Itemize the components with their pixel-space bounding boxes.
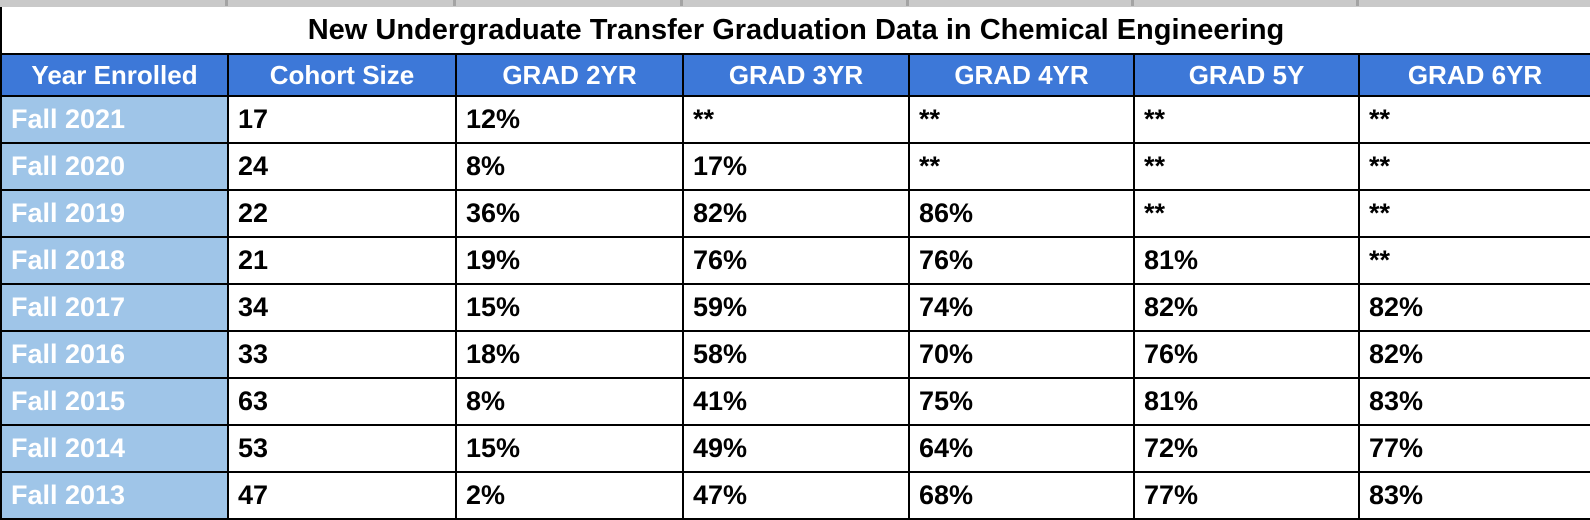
- grid-divider: [453, 0, 456, 6]
- data-cell[interactable]: 19%: [455, 236, 684, 285]
- table-row-fall-2020: Fall 2020 24 8% 17% ** ** **: [0, 142, 1590, 191]
- table-row-fall-2016: Fall 2016 33 18% 58% 70% 76% 82%: [0, 330, 1590, 379]
- data-cell[interactable]: **: [1358, 236, 1590, 285]
- data-cell[interactable]: 86%: [908, 189, 1135, 238]
- row-header-cell[interactable]: Fall 2021: [0, 95, 229, 144]
- col-header-cohort-size[interactable]: Cohort Size: [227, 53, 457, 97]
- data-cell[interactable]: 47: [227, 471, 457, 520]
- col-header-grad-5y[interactable]: GRAD 5Y: [1133, 53, 1360, 97]
- data-cell[interactable]: **: [1358, 95, 1590, 144]
- table-row-fall-2019: Fall 2019 22 36% 82% 86% ** **: [0, 189, 1590, 238]
- table-row-fall-2018: Fall 2018 21 19% 76% 76% 81% **: [0, 236, 1590, 285]
- data-cell[interactable]: **: [1133, 189, 1360, 238]
- data-cell[interactable]: 58%: [682, 330, 910, 379]
- data-cell[interactable]: 77%: [1133, 471, 1360, 520]
- data-cell[interactable]: 15%: [455, 424, 684, 473]
- table-row-fall-2013: Fall 2013 47 2% 47% 68% 77% 83%: [0, 471, 1590, 520]
- table-row-fall-2017: Fall 2017 34 15% 59% 74% 82% 82%: [0, 283, 1590, 332]
- data-cell[interactable]: **: [1358, 142, 1590, 191]
- graduation-data-table: New Undergraduate Transfer Graduation Da…: [0, 7, 1590, 520]
- data-cell[interactable]: 74%: [908, 283, 1135, 332]
- data-cell[interactable]: 36%: [455, 189, 684, 238]
- data-cell[interactable]: 59%: [682, 283, 910, 332]
- row-header-cell[interactable]: Fall 2017: [0, 283, 229, 332]
- grid-divider: [1356, 0, 1359, 6]
- data-cell[interactable]: 64%: [908, 424, 1135, 473]
- row-header-cell[interactable]: Fall 2016: [0, 330, 229, 379]
- data-cell[interactable]: 63: [227, 377, 457, 426]
- data-cell[interactable]: 15%: [455, 283, 684, 332]
- data-cell[interactable]: 8%: [455, 377, 684, 426]
- grid-divider: [1131, 0, 1134, 6]
- data-cell[interactable]: 24: [227, 142, 457, 191]
- col-header-year-enrolled[interactable]: Year Enrolled: [0, 53, 229, 97]
- col-header-grad-2yr[interactable]: GRAD 2YR: [455, 53, 684, 97]
- data-cell[interactable]: 82%: [1133, 283, 1360, 332]
- data-cell[interactable]: 18%: [455, 330, 684, 379]
- data-cell[interactable]: 76%: [1133, 330, 1360, 379]
- data-cell[interactable]: **: [908, 142, 1135, 191]
- data-cell[interactable]: 49%: [682, 424, 910, 473]
- data-cell[interactable]: 17: [227, 95, 457, 144]
- data-cell[interactable]: 82%: [682, 189, 910, 238]
- data-cell[interactable]: 70%: [908, 330, 1135, 379]
- partial-row-above-table: [0, 0, 1590, 7]
- data-cell[interactable]: 8%: [455, 142, 684, 191]
- data-cell[interactable]: **: [1358, 189, 1590, 238]
- grid-divider: [225, 0, 228, 6]
- data-cell[interactable]: 75%: [908, 377, 1135, 426]
- row-header-cell[interactable]: Fall 2018: [0, 236, 229, 285]
- grid-divider: [680, 0, 683, 6]
- column-header-row: Year Enrolled Cohort Size GRAD 2YR GRAD …: [0, 53, 1590, 97]
- row-header-cell[interactable]: Fall 2014: [0, 424, 229, 473]
- data-cell[interactable]: 41%: [682, 377, 910, 426]
- data-cell[interactable]: 53: [227, 424, 457, 473]
- data-cell[interactable]: 12%: [455, 95, 684, 144]
- data-cell[interactable]: **: [1133, 142, 1360, 191]
- data-cell[interactable]: 82%: [1358, 330, 1590, 379]
- data-cell[interactable]: 76%: [908, 236, 1135, 285]
- data-cell[interactable]: 83%: [1358, 471, 1590, 520]
- data-cell[interactable]: 68%: [908, 471, 1135, 520]
- col-header-grad-3yr[interactable]: GRAD 3YR: [682, 53, 910, 97]
- data-cell[interactable]: 22: [227, 189, 457, 238]
- grid-divider: [906, 0, 909, 6]
- table-row-fall-2014: Fall 2014 53 15% 49% 64% 72% 77%: [0, 424, 1590, 473]
- data-cell[interactable]: 34: [227, 283, 457, 332]
- data-cell[interactable]: 2%: [455, 471, 684, 520]
- data-cell[interactable]: **: [1133, 95, 1360, 144]
- data-cell[interactable]: 83%: [1358, 377, 1590, 426]
- table-row-fall-2015: Fall 2015 63 8% 41% 75% 81% 83%: [0, 377, 1590, 426]
- data-cell[interactable]: 33: [227, 330, 457, 379]
- table-row-fall-2021: Fall 2021 17 12% ** ** ** **: [0, 95, 1590, 144]
- data-cell[interactable]: **: [682, 95, 910, 144]
- row-header-cell[interactable]: Fall 2020: [0, 142, 229, 191]
- data-cell[interactable]: 81%: [1133, 377, 1360, 426]
- table-title-cell[interactable]: New Undergraduate Transfer Graduation Da…: [0, 7, 1590, 55]
- row-header-cell[interactable]: Fall 2015: [0, 377, 229, 426]
- data-cell[interactable]: 82%: [1358, 283, 1590, 332]
- col-header-grad-4yr[interactable]: GRAD 4YR: [908, 53, 1135, 97]
- data-cell[interactable]: 17%: [682, 142, 910, 191]
- row-header-cell[interactable]: Fall 2019: [0, 189, 229, 238]
- row-header-cell[interactable]: Fall 2013: [0, 471, 229, 520]
- col-header-grad-6yr[interactable]: GRAD 6YR: [1358, 53, 1590, 97]
- data-cell[interactable]: 47%: [682, 471, 910, 520]
- data-cell[interactable]: 77%: [1358, 424, 1590, 473]
- data-cell[interactable]: 76%: [682, 236, 910, 285]
- data-cell[interactable]: 72%: [1133, 424, 1360, 473]
- data-cell[interactable]: 81%: [1133, 236, 1360, 285]
- data-cell[interactable]: **: [908, 95, 1135, 144]
- data-cell[interactable]: 21: [227, 236, 457, 285]
- title-row: New Undergraduate Transfer Graduation Da…: [0, 7, 1590, 55]
